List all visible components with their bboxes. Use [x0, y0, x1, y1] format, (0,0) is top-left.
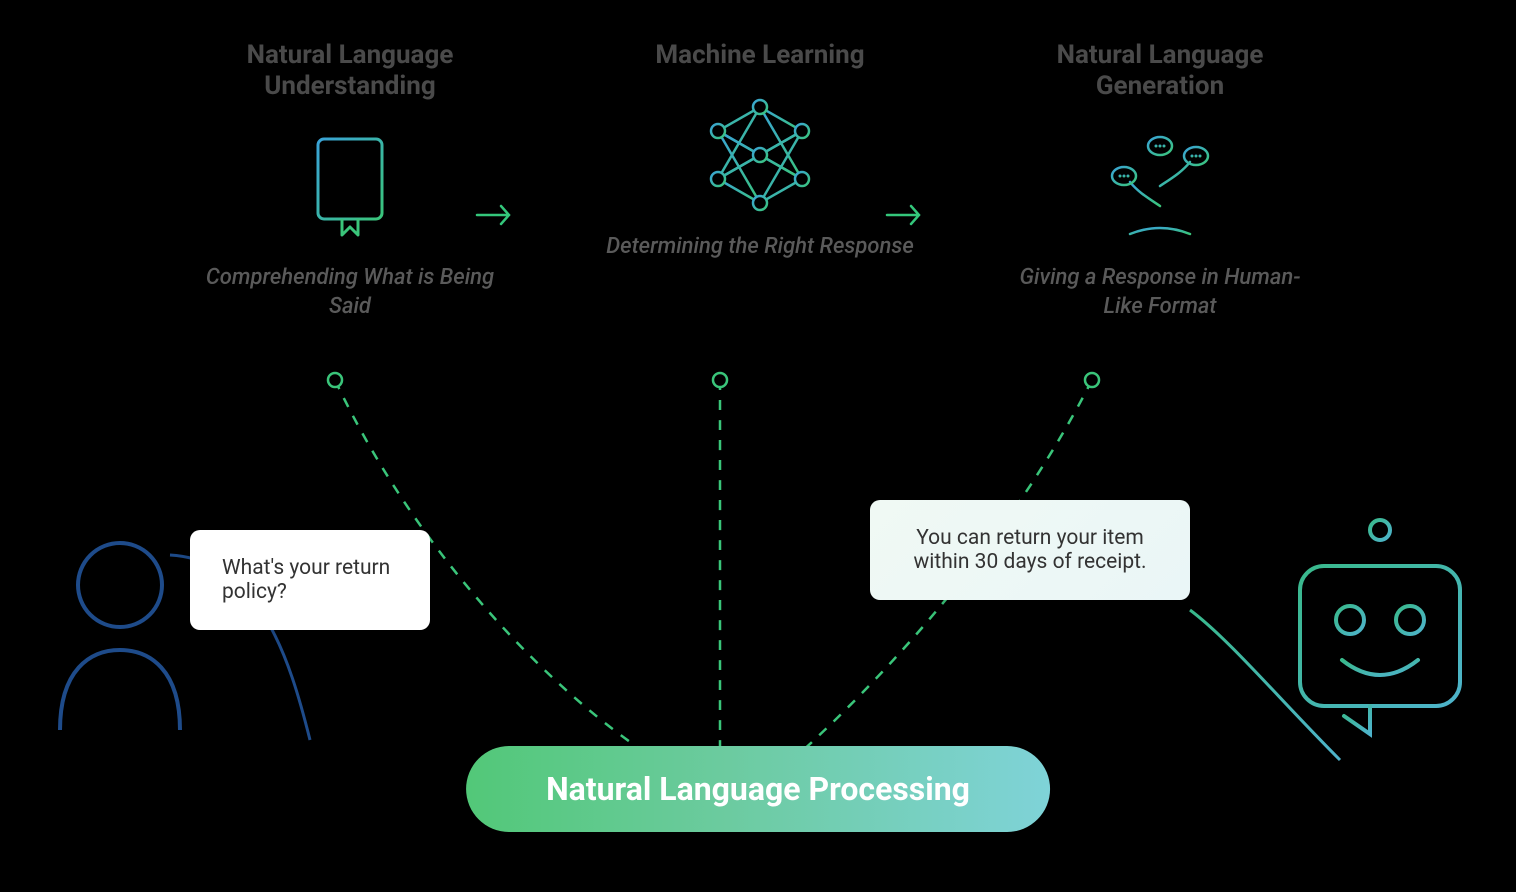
speech-user-text: What's your return policy? — [222, 556, 390, 604]
network-icon — [600, 95, 920, 215]
speech-user: What's your return policy? — [190, 530, 430, 630]
pillar-nlg-caption: Giving a Response in Human-Like Format — [1000, 264, 1320, 321]
pillar-ml: Machine Learning — [600, 40, 920, 262]
pillar-nlu-title: Natural Language Understanding — [190, 40, 510, 102]
pillar-ml-caption: Determining the Right Response — [600, 233, 920, 262]
speech-bot: You can return your item within 30 days … — [870, 500, 1190, 600]
pillar-nlu-caption: Comprehending What is Being Said — [190, 264, 510, 321]
diagram-stage: Natural Language Understanding Comprehen… — [0, 0, 1516, 892]
bot-icon — [1280, 510, 1480, 754]
pillar-nlg: Natural Language Generation — [1000, 40, 1320, 322]
pillar-ml-title: Machine Learning — [600, 40, 920, 71]
pillar-nlg-title: Natural Language Generation — [1000, 40, 1320, 102]
pillar-nlu: Natural Language Understanding Comprehen… — [190, 40, 510, 322]
arrow-right-icon — [475, 200, 515, 238]
plant-icon — [1000, 126, 1320, 246]
user-icon — [40, 530, 200, 734]
speech-bot-text: You can return your item within 30 days … — [913, 526, 1146, 574]
arrow-right-icon — [885, 200, 925, 238]
book-icon — [190, 126, 510, 246]
nlp-pill: Natural Language Processing — [466, 746, 1050, 832]
nlp-pill-label: Natural Language Processing — [546, 770, 970, 808]
